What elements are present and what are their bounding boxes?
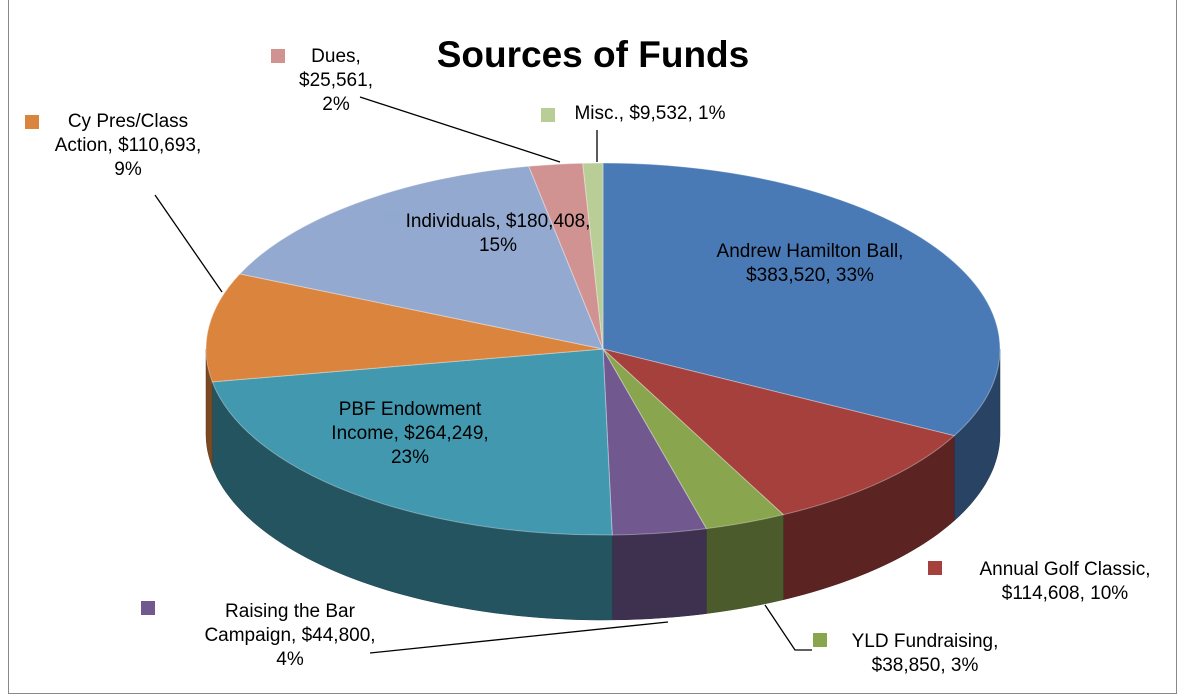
legend-key xyxy=(541,108,555,122)
data-label: Individuals, $180,408, 15% xyxy=(405,211,591,256)
slice-side xyxy=(611,528,707,621)
leader-line xyxy=(359,96,561,163)
chart-title: Sources of Funds xyxy=(436,34,750,75)
slice xyxy=(211,348,613,536)
slice xyxy=(528,162,604,350)
leader-line xyxy=(764,604,812,651)
data-label: Andrew Hamilton Ball, $383,520, 33% xyxy=(716,241,904,286)
legend-key xyxy=(813,633,827,647)
legend-key xyxy=(271,49,285,63)
slice xyxy=(238,165,604,350)
slice xyxy=(205,273,604,383)
slice-side xyxy=(706,514,784,614)
leader-line xyxy=(154,194,223,293)
legend-key xyxy=(385,210,399,224)
data-label: Dues, $25,561, 2% xyxy=(299,46,373,115)
slice xyxy=(602,348,708,536)
data-label: PBF Endowment Income, $264,249, 23% xyxy=(331,399,489,468)
data-label: Annual Golf Classic, $114,608, 10% xyxy=(979,559,1151,604)
leader-line xyxy=(369,621,669,654)
legend-key xyxy=(25,115,39,129)
slice xyxy=(582,162,604,350)
data-label: Misc., $9,532, 1% xyxy=(574,103,726,124)
legend-key xyxy=(928,561,942,575)
data-label: Raising the Bar Campaign, $44,800, 4% xyxy=(204,601,376,670)
legend-key xyxy=(283,401,297,415)
slice xyxy=(602,348,956,516)
legend-key xyxy=(676,243,690,257)
legend-key xyxy=(141,601,155,615)
slice xyxy=(602,162,1001,437)
slice xyxy=(602,348,785,530)
data-label: Cy Pres/Class Action, $110,693, 9% xyxy=(54,111,202,180)
data-label: YLD Fundraising, $38,850, 3% xyxy=(851,631,999,676)
chart-frame xyxy=(8,0,1177,694)
